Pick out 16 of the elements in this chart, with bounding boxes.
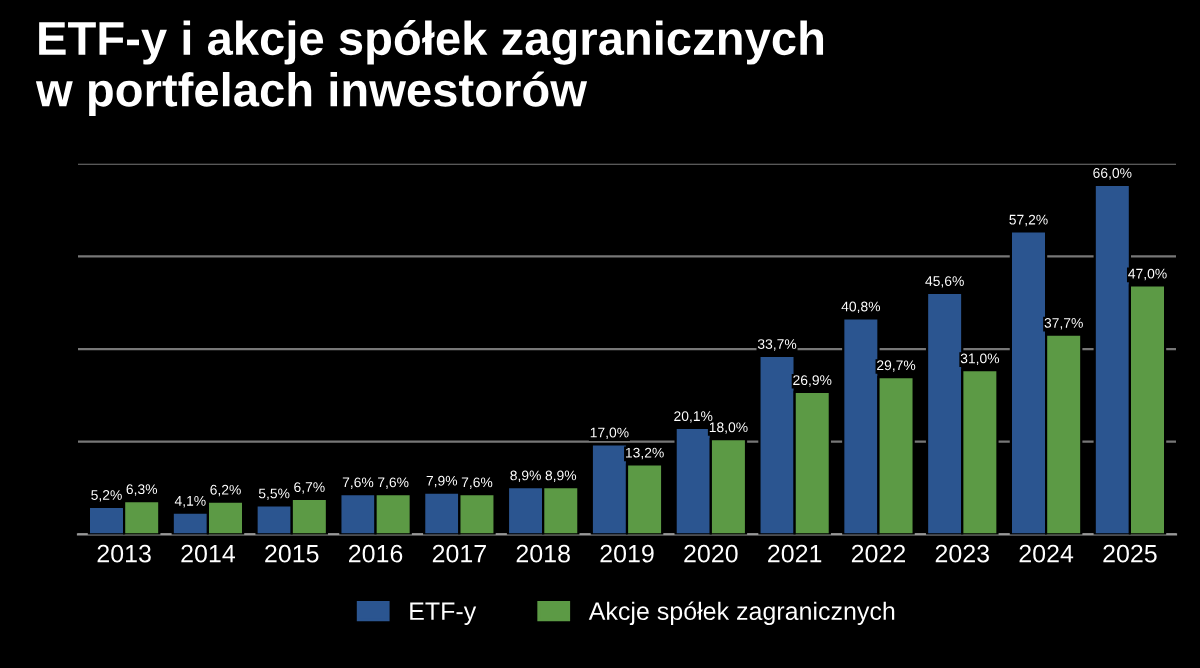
x-tick-label: 2018 [516,544,570,563]
chart-title: ETF-y i akcje spółek zagranicznych w portfelach inwestorów [35,20,824,117]
legend-label: ETF-y [410,602,477,625]
x-tick-label: 2016 [349,544,403,563]
x-tick-label: 2015 [265,544,319,563]
x-tick-label: 2020 [684,544,738,563]
legend-label: Akcje spółek zagranicznych [588,601,895,625]
x-tick-label: 2014 [181,544,235,563]
x-tick-label: 2013 [97,544,151,563]
x-tick-label: 2017 [432,544,486,563]
x-tick-label: 2025 [1103,544,1157,563]
x-tick-label: 2019 [600,544,654,563]
x-tick-label: 2021 [768,544,822,563]
x-tick-label: 2024 [1019,544,1074,563]
x-tick-label: 2023 [935,544,989,563]
x-tick-label: 2022 [851,544,906,563]
